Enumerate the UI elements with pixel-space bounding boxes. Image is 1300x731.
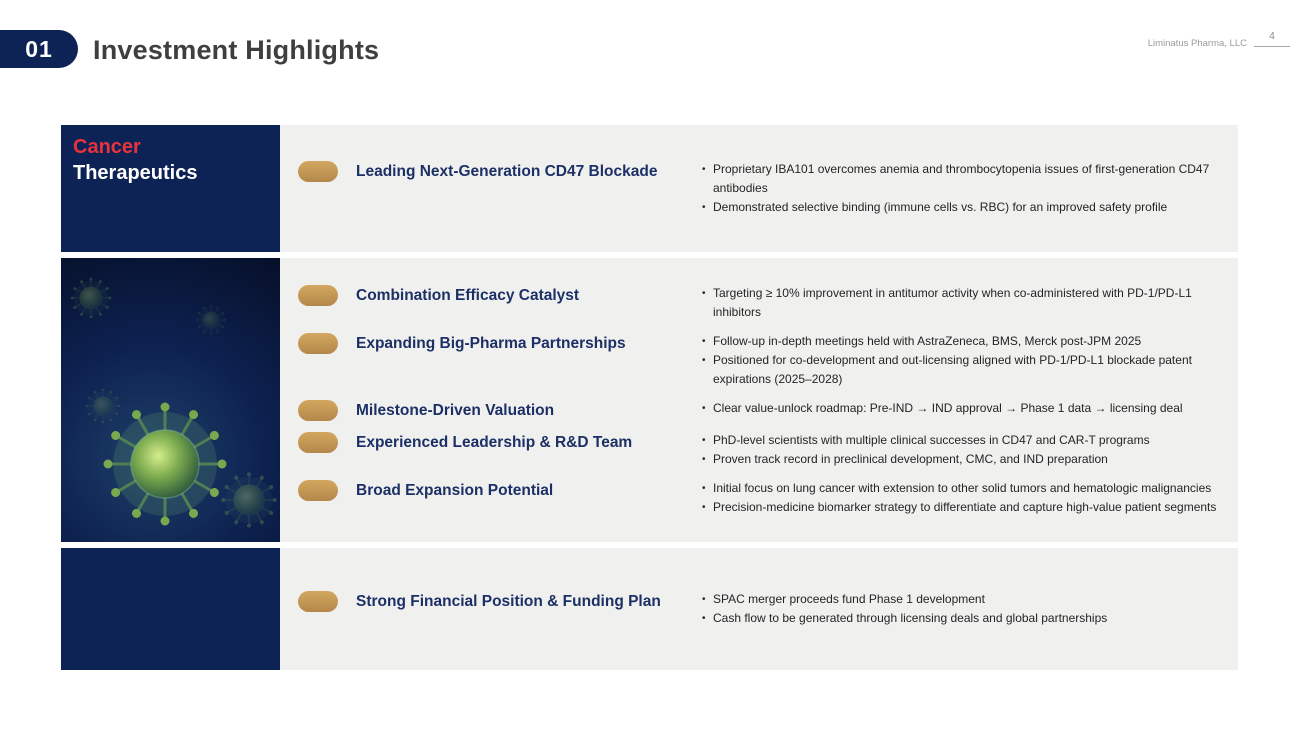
bullet: Proven track record in preclinical devel… xyxy=(701,450,1228,469)
slide-body: Cancer Therapeutics Leading Next-Generat… xyxy=(61,125,1238,670)
bullet: Demonstrated selective binding (immune c… xyxy=(701,198,1228,217)
item-heading: Leading Next-Generation CD47 Blockade xyxy=(356,163,658,180)
bullet-list: Follow-up in-depth meetings held with As… xyxy=(701,332,1228,389)
highlight-item: Broad Expansion Potential Initial focus … xyxy=(280,479,1238,517)
item-heading: Experienced Leadership & R&D Team xyxy=(356,433,633,451)
bullet: Proprietary IBA101 overcomes anemia and … xyxy=(701,160,1228,198)
pill-capsule-icon xyxy=(298,284,338,306)
pill-capsule-icon xyxy=(298,332,338,354)
section-row-cd47: Cancer Therapeutics Leading Next-Generat… xyxy=(61,125,1238,252)
highlight-item: Combination Efficacy Catalyst Targeting … xyxy=(280,284,1238,322)
section-row-financial: Strong Financial Position & Funding Plan… xyxy=(61,548,1238,670)
bullet-list: Proprietary IBA101 overcomes anemia and … xyxy=(701,160,1228,217)
bullet: Cash flow to be generated through licens… xyxy=(701,609,1228,628)
bullet-list: SPAC merger proceeds fund Phase 1 develo… xyxy=(701,590,1228,628)
bullet: Targeting ≥ 10% improvement in antitumor… xyxy=(701,284,1228,322)
bullet: Positioned for co-development and out-li… xyxy=(701,351,1228,389)
cancer-cell-virus-image xyxy=(61,258,280,542)
item-heading: Milestone-Driven Valuation xyxy=(356,401,555,419)
bullet-list: Clear value-unlock roadmap: Pre-IND → IN… xyxy=(701,399,1228,418)
bullet: Precision-medicine biomarker strategy to… xyxy=(701,498,1228,517)
company-name: Liminatus Pharma, LLC xyxy=(1147,38,1247,49)
highlight-item: Expanding Big-Pharma Partnerships Follow… xyxy=(280,332,1238,389)
section-row-middle: Combination Efficacy Catalyst Targeting … xyxy=(61,258,1238,542)
item-heading: Combination Efficacy Catalyst xyxy=(356,286,580,304)
sidebar-title-line1: Cancer xyxy=(73,136,141,158)
bullet: SPAC merger proceeds fund Phase 1 develo… xyxy=(701,590,1228,609)
bullet-list: PhD-level scientists with multiple clini… xyxy=(701,431,1228,469)
highlights-panel-1: Leading Next-Generation CD47 Blockade Pr… xyxy=(280,125,1238,252)
bullet-list: Targeting ≥ 10% improvement in antitumor… xyxy=(701,284,1228,322)
page-title: Investment Highlights xyxy=(93,35,380,65)
sidebar-title-block: Cancer Therapeutics xyxy=(61,125,280,252)
pill-capsule-icon xyxy=(298,591,338,612)
sidebar-title: Cancer Therapeutics xyxy=(61,125,280,195)
pill-capsule-icon xyxy=(298,161,338,182)
section-number: 01 xyxy=(25,35,53,62)
highlights-panel-3: Strong Financial Position & Funding Plan… xyxy=(280,548,1238,670)
pill-capsule-icon xyxy=(298,431,338,453)
sidebar-title-line2: Therapeutics xyxy=(73,162,198,184)
pill-capsule-icon xyxy=(298,479,338,501)
highlight-item: Strong Financial Position & Funding Plan… xyxy=(280,590,1238,628)
highlight-item: Leading Next-Generation CD47 Blockade Pr… xyxy=(280,160,1238,217)
highlight-item: Milestone-Driven Valuation Clear value-u… xyxy=(280,399,1238,421)
bullet: PhD-level scientists with multiple clini… xyxy=(701,431,1228,450)
bullet-list: Initial focus on lung cancer with extens… xyxy=(701,479,1228,517)
section-number-badge: 01 xyxy=(0,30,78,68)
highlights-panel-2: Combination Efficacy Catalyst Targeting … xyxy=(280,258,1238,542)
item-heading: Strong Financial Position & Funding Plan xyxy=(356,593,661,610)
item-heading: Expanding Big-Pharma Partnerships xyxy=(356,334,626,352)
virus-illustration xyxy=(61,258,280,542)
bullet: Clear value-unlock roadmap: Pre-IND → IN… xyxy=(701,399,1228,418)
bullet: Initial focus on lung cancer with extens… xyxy=(701,479,1228,498)
bullet: Follow-up in-depth meetings held with As… xyxy=(701,332,1228,351)
sidebar-filler-block xyxy=(61,548,280,670)
page-number: 4 xyxy=(1254,31,1290,47)
pill-capsule-icon xyxy=(298,399,338,421)
highlight-item: Experienced Leadership & R&D Team PhD-le… xyxy=(280,431,1238,469)
item-heading: Broad Expansion Potential xyxy=(356,481,554,499)
